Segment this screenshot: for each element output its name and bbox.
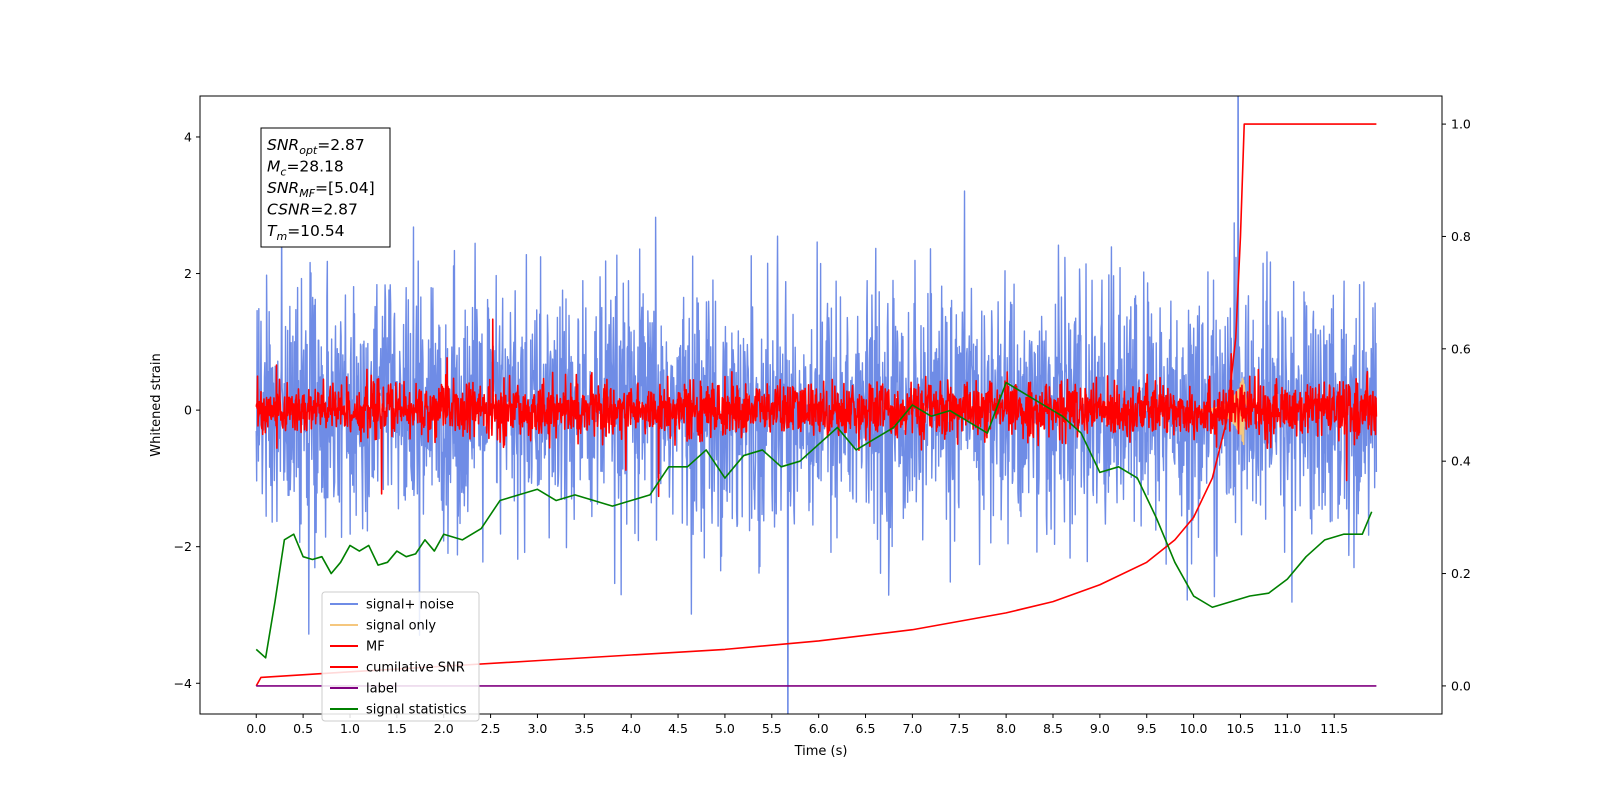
annotation-line: Tm=10.54 <box>267 222 345 243</box>
x-tick-label: 7.0 <box>902 721 922 736</box>
legend-entry-label: signal+ noise <box>366 598 454 613</box>
y-right-tick-label: 0.4 <box>1451 454 1471 469</box>
annotation-line: SNRMF=[5.04] <box>267 179 375 200</box>
x-tick-label: 9.0 <box>1090 721 1110 736</box>
y-axis-label: Whitened strain <box>149 353 164 456</box>
y-tick-label: 2 <box>184 266 192 281</box>
annotation-line: Mc=28.18 <box>267 158 344 179</box>
x-tick-label: 4.0 <box>621 721 641 736</box>
legend: signal+ noise signal only MF cumilative SNR… <box>321 591 480 722</box>
series-line-2 <box>255 318 1378 498</box>
y-right-tick-label: 0.6 <box>1451 341 1471 356</box>
x-tick-label: 0.0 <box>246 721 266 736</box>
x-tick-label: 9.5 <box>1137 721 1157 736</box>
annotation-box <box>260 127 391 248</box>
x-tick-label: 1.0 <box>340 721 360 736</box>
y-right-tick-label: 0.0 <box>1451 678 1471 693</box>
y-tick-label: −4 <box>174 676 192 691</box>
x-tick-label: 10.5 <box>1227 721 1255 736</box>
x-tick-label: 7.5 <box>949 721 969 736</box>
x-tick-label: 2.5 <box>481 721 501 736</box>
annotation-line: CSNR=2.87 <box>267 201 358 219</box>
x-tick-label: 6.5 <box>856 721 876 736</box>
x-tick-label: 4.5 <box>668 721 688 736</box>
legend-entry-label: signal only <box>366 619 436 634</box>
x-tick-label: 8.0 <box>996 721 1016 736</box>
legend-entry-label: cumilative SNR <box>366 661 465 676</box>
x-tick-label: 3.0 <box>528 721 548 736</box>
x-tick-label: 5.0 <box>715 721 735 736</box>
y-right-tick-label: 0.2 <box>1451 566 1471 581</box>
y-tick-label: 4 <box>184 129 192 144</box>
y-tick-label: −2 <box>174 539 192 554</box>
annotation-line: SNRopt=2.87 <box>267 136 365 157</box>
legend-entry-label: MF <box>366 640 385 655</box>
y-tick-label: 0 <box>184 403 192 418</box>
stats-annotation: SNRopt=2.87Mc=28.18SNRMF=[5.04]CSNR=2.87… <box>260 127 391 248</box>
x-tick-label: 11.0 <box>1273 721 1301 736</box>
x-tick-label: 10.0 <box>1180 721 1208 736</box>
legend-entry-label: signal statistics <box>366 703 467 718</box>
x-tick-label: 2.0 <box>434 721 454 736</box>
x-tick-label: 5.5 <box>762 721 782 736</box>
y-right-tick-label: 1.0 <box>1451 117 1471 132</box>
x-tick-label: 3.5 <box>574 721 594 736</box>
x-axis-label: Time (s) <box>794 744 848 759</box>
x-tick-label: 8.5 <box>1043 721 1063 736</box>
x-tick-label: 0.5 <box>293 721 313 736</box>
series-line-5 <box>255 381 1373 659</box>
legend-box <box>321 591 480 722</box>
x-tick-label: 1.5 <box>387 721 407 736</box>
plot-frame <box>199 95 1443 715</box>
x-tick-label: 11.5 <box>1320 721 1348 736</box>
x-tick-label: 6.0 <box>809 721 829 736</box>
legend-entry-label: label <box>366 682 397 697</box>
y-right-tick-label: 0.8 <box>1451 229 1471 244</box>
